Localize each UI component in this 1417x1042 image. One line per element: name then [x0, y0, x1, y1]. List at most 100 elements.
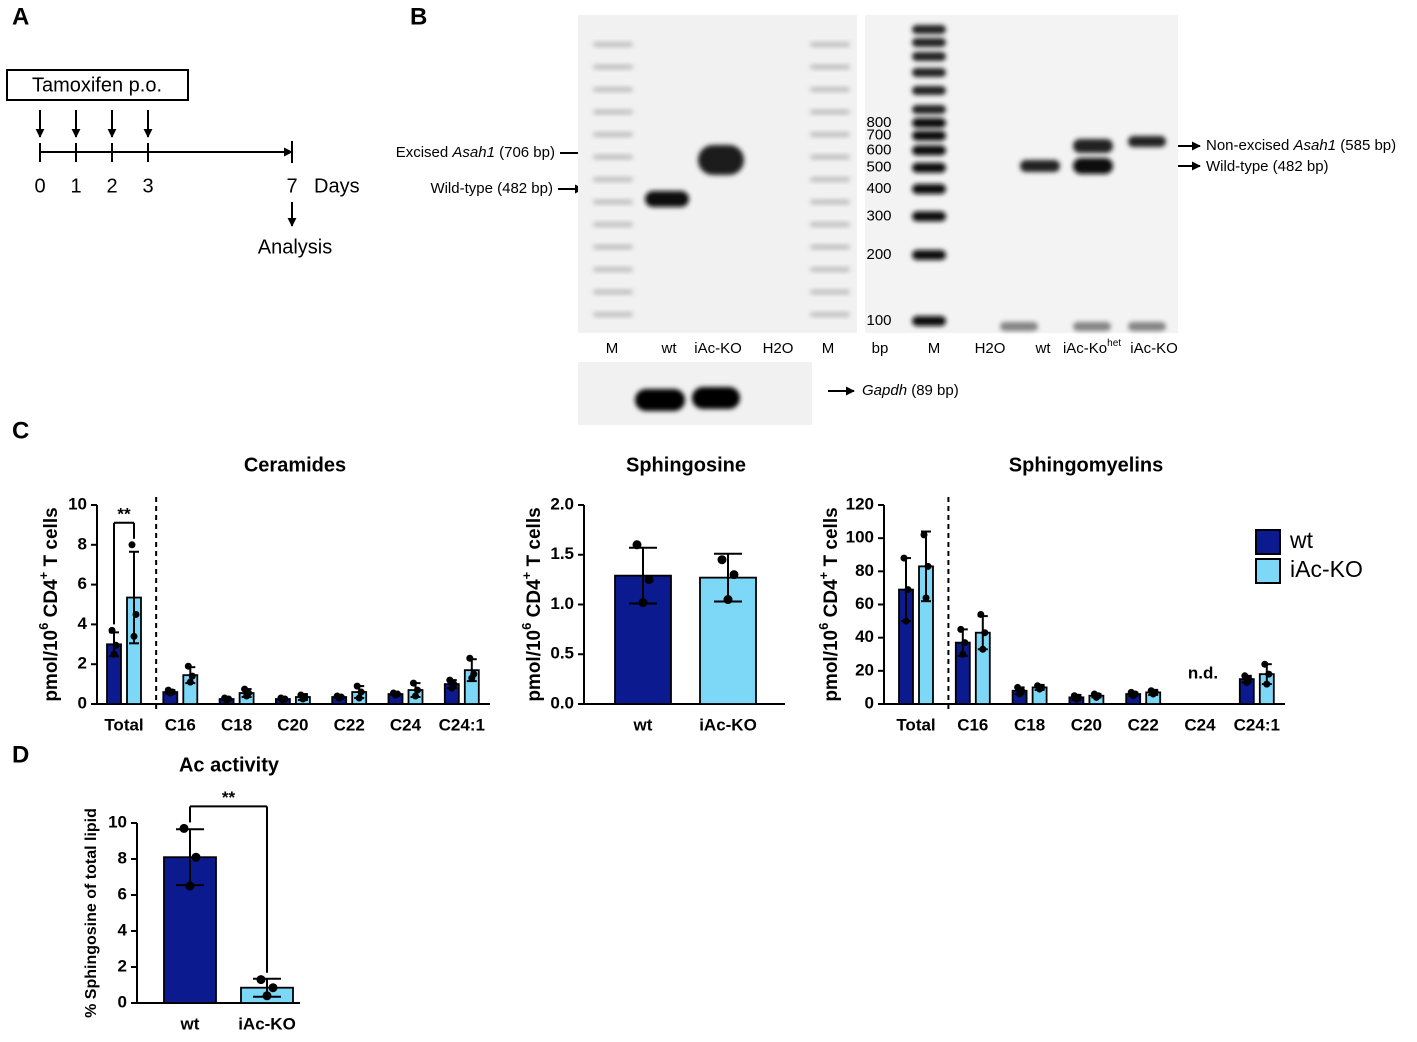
band-label: Wild-type (482 bp)	[1206, 158, 1329, 175]
ladder-band	[912, 211, 946, 222]
gel-band	[593, 132, 633, 137]
y-axis-label-part: +	[816, 571, 831, 579]
data-point	[900, 554, 908, 562]
data-point	[185, 881, 195, 891]
band-label: Gapdh (89 bp)	[862, 382, 959, 399]
y-tick-label: 80	[855, 561, 874, 580]
x-tick-label: C22	[334, 715, 365, 734]
x-tick-label: C18	[1014, 715, 1045, 734]
data-point	[922, 594, 930, 602]
gene-name: Asah1	[451, 144, 495, 161]
data-point	[353, 682, 361, 690]
chart-title: Ceramides	[244, 454, 346, 476]
data-point	[279, 696, 287, 704]
y-tick-label: 10	[108, 812, 127, 831]
lane-label: M	[822, 340, 835, 357]
legend-swatch	[1255, 558, 1281, 584]
data-point	[924, 562, 932, 570]
lane-label: iAc-KO	[694, 340, 742, 357]
gel-band	[1000, 322, 1038, 331]
data-point	[957, 625, 965, 633]
x-tick-label: C24	[1184, 715, 1216, 734]
ladder-size-label: 600	[866, 141, 891, 158]
gel-band	[635, 389, 685, 411]
y-axis-label-part: +	[519, 571, 534, 579]
gel-band	[593, 87, 633, 92]
data-point	[357, 688, 365, 696]
data-point	[110, 650, 118, 658]
y-axis-label-part: T cells	[821, 507, 842, 571]
ladder-band	[912, 316, 946, 326]
y-axis-label-part: pmol/10	[524, 630, 545, 702]
y-axis-label-part: +	[36, 571, 51, 579]
band-label: Non-excised Asah1 (585 bp)	[1206, 137, 1396, 154]
ladder-band	[912, 130, 946, 141]
gel-band	[912, 105, 946, 114]
data-point	[262, 991, 272, 1001]
data-point	[130, 632, 138, 640]
data-point	[1263, 680, 1271, 688]
band-label: Excised Asah1 (706 bp)	[396, 144, 555, 161]
gel-band	[810, 289, 850, 295]
data-point	[410, 679, 417, 687]
lane-label: M	[606, 340, 619, 357]
lane-label: iAc-Kohet	[1063, 338, 1121, 357]
x-tick-label: C20	[1071, 715, 1102, 734]
y-tick-label: 20	[855, 660, 874, 679]
gel-band	[1020, 160, 1060, 172]
gel-band	[912, 86, 946, 95]
day-label: 0	[34, 175, 45, 197]
gel-band	[593, 244, 633, 250]
data-point	[256, 975, 266, 985]
lane-label: H2O	[975, 340, 1006, 357]
gel-band	[810, 109, 850, 115]
gel-band	[912, 25, 946, 34]
gel-band	[1128, 136, 1166, 147]
x-tick-label: wt	[180, 1014, 200, 1033]
gel-band	[912, 52, 946, 61]
data-point	[1016, 690, 1024, 698]
day-label: 7	[286, 175, 297, 197]
gel-band	[810, 132, 850, 137]
y-tick-label: 100	[846, 528, 874, 547]
y-axis-label-part: 6	[36, 623, 51, 630]
y-axis-label-part: T cells	[41, 507, 62, 571]
y-tick-label: 0	[78, 693, 87, 712]
panel-label: D	[12, 741, 29, 768]
gene-name: Asah1	[1293, 137, 1337, 154]
chart-title: Sphingosine	[626, 454, 746, 476]
data-point	[920, 531, 928, 539]
data-point	[112, 641, 120, 649]
gel-band	[810, 87, 850, 92]
y-tick-label: 2	[118, 956, 127, 975]
data-point	[448, 684, 456, 692]
panel-label: A	[12, 3, 29, 30]
treatment-box	[6, 69, 189, 101]
significance-label: **	[117, 504, 131, 523]
data-point	[1243, 678, 1251, 686]
data-point	[191, 852, 201, 862]
treatment-label: Tamoxifen p.o.	[32, 74, 162, 96]
panel-label: B	[410, 3, 427, 30]
y-axis-label-part: pmol/10	[821, 630, 842, 702]
gel-band	[698, 145, 744, 175]
x-tick-label: C18	[221, 715, 252, 734]
data-point	[729, 570, 739, 580]
day-label: 1	[70, 175, 81, 197]
y-tick-label: 0.5	[550, 644, 574, 663]
data-point	[355, 694, 363, 702]
lane-label: iAc-KO	[1130, 340, 1178, 357]
day-label: 3	[142, 175, 153, 197]
y-tick-label: 2.0	[550, 494, 574, 513]
data-point	[186, 678, 194, 686]
day-label: 2	[106, 175, 117, 197]
y-tick-label: 8	[118, 848, 127, 867]
y-tick-label: 10	[68, 494, 87, 513]
gel-band	[810, 267, 850, 272]
y-axis-label-part: pmol/10	[41, 630, 62, 702]
lane-label-sup: het	[1107, 338, 1121, 349]
y-tick-label: 0	[118, 992, 127, 1011]
y-tick-label: 1.5	[550, 544, 574, 563]
data-point	[1149, 690, 1157, 698]
